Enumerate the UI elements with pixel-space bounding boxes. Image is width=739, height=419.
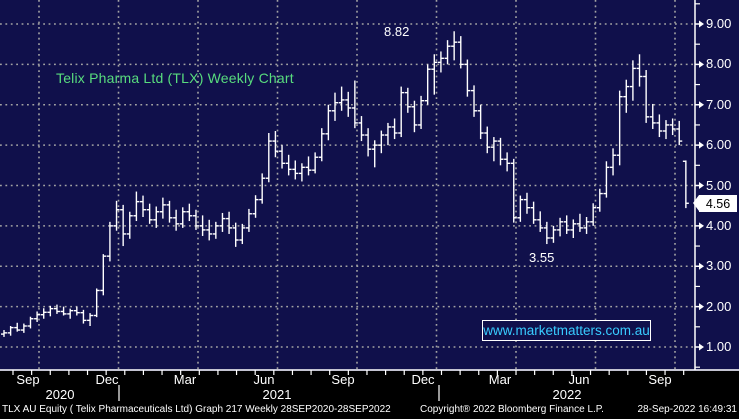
y-axis-tick-label: 1.00 [706, 339, 732, 354]
ohlc-bars [1, 31, 689, 337]
last-price-value: 4.56 [705, 196, 731, 211]
gridlines [0, 0, 695, 370]
y-axis-tick-label: 4.00 [706, 217, 732, 233]
y-axis-tick-label: 5.00 [706, 177, 732, 193]
y-axis-tick-label: 9.00 [706, 16, 732, 31]
y-axis-tick-label: 7.00 [706, 96, 732, 112]
x-axis-month-label: Mar [173, 372, 197, 387]
x-axis-month-label: Sep [648, 372, 672, 387]
watermark-box: www.marketmatters.com.au [482, 320, 651, 341]
last-price-tag: 4.56 [693, 195, 737, 212]
y-axis-tick-label: 6.00 [706, 137, 732, 153]
x-axis-year-label: 2020 [45, 387, 75, 402]
footer-copyright: Copyright® 2022 Bloomberg Finance L.P. [420, 404, 604, 415]
chart-title: Telix Pharma Ltd (TLX) Weekly Chart [56, 70, 294, 86]
footer-security-info: TLX AU Equity ( Telix Pharmaceuticals Lt… [2, 404, 391, 415]
y-axis-tick-label: 8.00 [706, 56, 732, 72]
low-annotation: 3.55 [529, 250, 555, 265]
x-axis-month-label: Sep [16, 372, 40, 387]
high-annotation: 8.82 [384, 24, 410, 39]
footer-timestamp: 28-Sep-2022 16:49:31 [637, 404, 737, 415]
x-axis-month-label: Jun [568, 372, 590, 387]
x-axis-month-label: Jun [253, 372, 275, 387]
chart-footer-bar [0, 371, 739, 419]
y-axis-tick-label: 2.00 [706, 298, 732, 314]
x-axis-month-label: Dec [411, 372, 435, 387]
x-axis-month-label: Mar [488, 372, 512, 387]
x-axis-month-label: Dec [95, 372, 119, 387]
x-axis-year-label: 2021 [262, 387, 292, 402]
y-axis-tick-label: 3.00 [706, 258, 732, 274]
axis-ticks [12, 3, 704, 401]
x-axis-month-label: Sep [331, 372, 355, 387]
watermark-url: www.marketmatters.com.au [483, 323, 650, 338]
x-axis-year-label: 2022 [552, 387, 582, 402]
